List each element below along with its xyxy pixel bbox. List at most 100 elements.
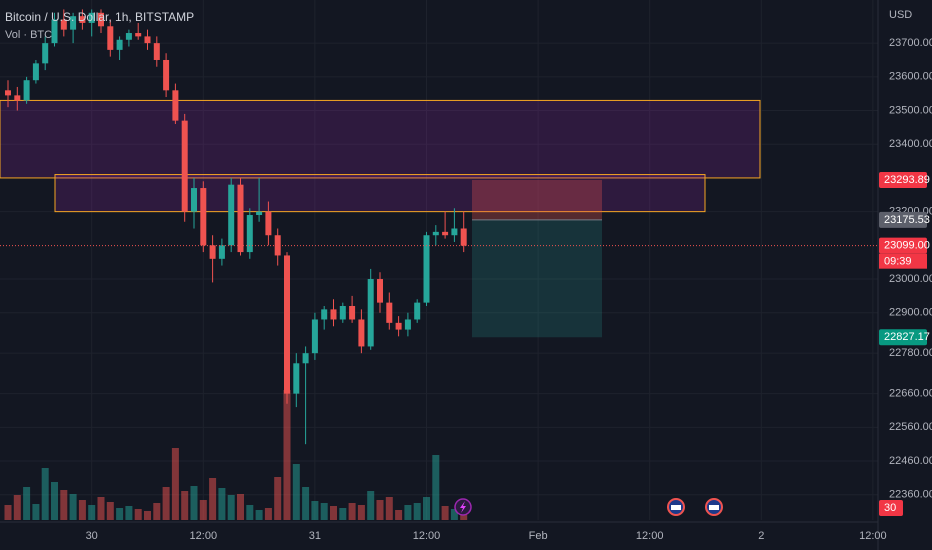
candle-body (256, 211, 263, 216)
volume-bar (209, 478, 217, 520)
candle-body (404, 319, 411, 330)
candle-body (98, 12, 104, 27)
volume-bar (274, 477, 282, 520)
volume-bar (97, 497, 105, 520)
volume-bar (199, 500, 207, 520)
zone (0, 99, 761, 179)
y-tick-label: 22660.00 (889, 388, 932, 400)
volume-bar (60, 490, 68, 520)
candle-body (377, 279, 383, 303)
volume-bar (292, 464, 300, 520)
volume-bar (227, 495, 235, 520)
candle-body (181, 120, 188, 212)
entry-label-box (879, 211, 927, 228)
volume-bar (339, 508, 347, 520)
volume-bar (367, 491, 375, 520)
volume-bar (320, 503, 328, 520)
x-tick-label: 12:00 (413, 530, 441, 542)
x-tick-label: 31 (309, 530, 321, 542)
volume-bar (395, 510, 403, 520)
candle-body (339, 306, 346, 320)
candle-body (311, 319, 318, 354)
y-tick-label: 22780.00 (889, 347, 932, 359)
candle-body (284, 255, 290, 394)
x-tick-label: 12:00 (859, 530, 887, 542)
volume-bar (302, 487, 310, 520)
x-tick-label: 30 (86, 530, 98, 542)
candle-body (14, 95, 21, 101)
volume-bar (237, 494, 244, 520)
volume-bar (41, 468, 49, 520)
stop-label-box (879, 171, 927, 188)
volume-bar (423, 497, 430, 520)
candle-body (88, 12, 95, 23)
plot-area (0, 9, 878, 520)
candle-body (125, 33, 132, 40)
volume-bar (171, 448, 179, 520)
volume-bar (413, 503, 421, 520)
chart-title: Bitcoin / U.S. Dollar, 1h, BITSTAMP (5, 10, 194, 24)
volume-bar (441, 506, 449, 520)
flag-stripe (709, 505, 719, 510)
candle-body (414, 302, 421, 320)
volume-bar (432, 455, 440, 520)
volume-bar (218, 488, 226, 520)
x-tick-label: 12:00 (636, 530, 664, 542)
candle-body (163, 59, 170, 91)
volume-label: Vol · BTC (5, 29, 52, 41)
candle-body (246, 215, 253, 253)
candle-body (116, 39, 123, 50)
volume-bar (376, 500, 384, 520)
volume-bar (246, 505, 254, 520)
candle-body (70, 16, 77, 30)
volume-bar (311, 501, 319, 520)
volume-bar (23, 487, 31, 520)
volume-bar (125, 506, 133, 520)
candle-body (135, 33, 142, 37)
volume-bar (144, 511, 151, 520)
target-label-box (879, 329, 927, 346)
y-tick-label: 22900.00 (889, 307, 932, 319)
event-icon-flash (460, 501, 466, 513)
stop-label: 23293.89 (884, 174, 930, 186)
candle-body (293, 363, 300, 394)
candle-body (218, 245, 225, 259)
volume-bar (153, 503, 161, 520)
candle-body (358, 319, 365, 347)
volume-bar (190, 486, 198, 520)
x-tick-label: Feb (529, 530, 548, 542)
candle-body (153, 43, 160, 60)
volume-bar (78, 500, 86, 520)
volume-bar (162, 487, 170, 520)
volume-badge-box (879, 500, 903, 516)
candle-body (367, 279, 374, 347)
candle-body (191, 188, 197, 212)
volume-bar (255, 510, 263, 520)
zone (54, 174, 706, 213)
volume-bar (4, 505, 12, 520)
candle-body (200, 188, 207, 246)
volume-bar (106, 502, 114, 520)
candle-body (265, 211, 272, 236)
candle-body (442, 231, 449, 236)
y-tick-label: 22560.00 (889, 421, 932, 433)
candle-body (228, 184, 235, 246)
x-tick-label: 2 (758, 530, 764, 542)
currency-label: USD (889, 9, 912, 21)
volume-bar (69, 494, 77, 520)
last-price-label-box (879, 237, 927, 254)
candle-body (23, 80, 30, 101)
candle-body (5, 90, 11, 96)
target-zone (472, 219, 602, 338)
candle-body (395, 322, 402, 330)
candle-body (274, 235, 281, 256)
volume-bar (88, 505, 96, 520)
candle-body (79, 16, 86, 23)
candle-body (107, 26, 114, 50)
stop-zone (472, 179, 602, 220)
volume-bar (348, 503, 356, 520)
candle-body (423, 235, 430, 303)
x-tick-label: 12:00 (190, 530, 218, 542)
